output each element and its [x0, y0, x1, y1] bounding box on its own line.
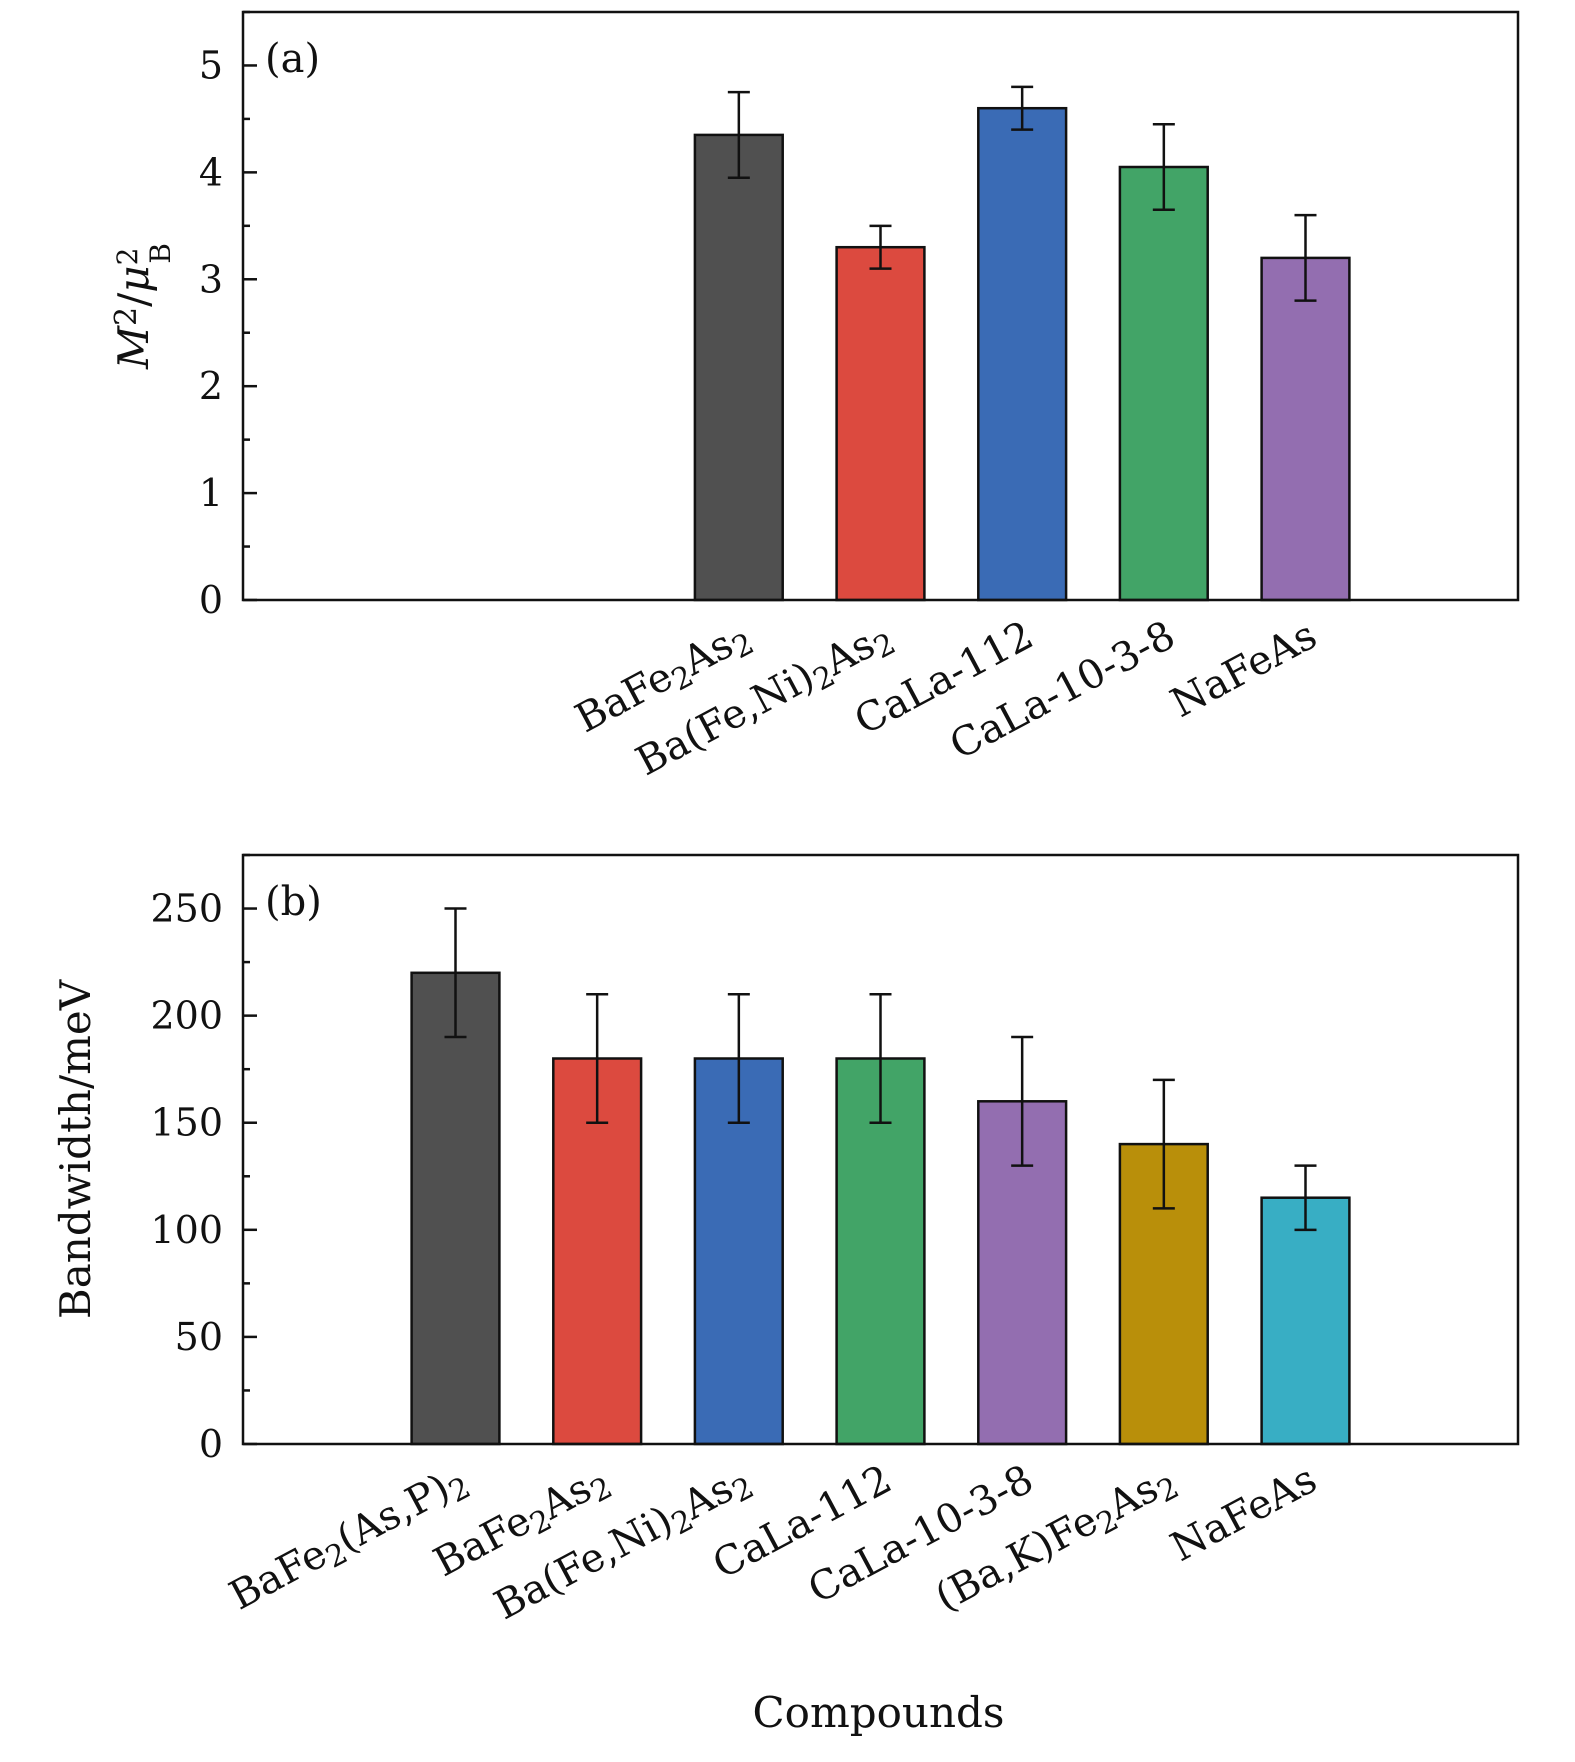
error-bar-b-bafe2asp2 [444, 907, 467, 1039]
category-label-b-bakfe2as2: (Ba,K)Fe2As2 [928, 1456, 1185, 1625]
bar-a-nafeas [1260, 256, 1351, 602]
panel-a: BaFe2As2Ba(Fe,Ni)2As2CaLa-112CaLa-10-3-8… [109, 10, 1520, 785]
y-tick-label: 50 [175, 1315, 223, 1359]
y-tick-label: 2 [199, 364, 223, 408]
error-bar-b-cala112 [869, 992, 892, 1124]
y-tick-label: 150 [150, 1101, 223, 1145]
error-bar-a-bafe2as2 [727, 90, 750, 179]
bar-a-bafeni2as2 [835, 245, 926, 602]
plot-frame [241, 853, 1520, 1446]
error-bar-b-bafe2as2 [586, 992, 609, 1124]
y-tick-label: 200 [150, 994, 223, 1038]
error-bar-a-nafeas [1294, 213, 1317, 302]
y-tick-label: 1 [199, 471, 223, 515]
bar-a-bafe2as2 [693, 133, 784, 602]
panel-label: (a) [265, 36, 320, 82]
error-bar-a-cala1038 [1152, 123, 1175, 212]
y-axis-title: Bandwidth/meV [51, 979, 100, 1319]
category-label-b-nafeas: NaFeAs [1164, 1456, 1325, 1571]
bar-a-cala112 [977, 106, 1068, 602]
error-bar-b-nafeas [1294, 1164, 1317, 1232]
y-axis-title: M2/μ2B [109, 243, 177, 370]
y-tick-label: 3 [199, 257, 223, 301]
category-label-a-nafeas: NaFeAs [1164, 612, 1325, 727]
bar-b-nafeas [1260, 1196, 1351, 1446]
error-bar-a-cala112 [1011, 85, 1034, 131]
error-bar-b-cala1038 [1011, 1035, 1034, 1167]
x-axis-title: Compounds [753, 1688, 1005, 1737]
plot-frame [241, 10, 1520, 602]
y-tick-label: 0 [199, 1422, 223, 1466]
error-bar-a-bafeni2as2 [869, 224, 892, 270]
error-bar-b-bafeni2as2 [727, 992, 750, 1124]
y-tick-label: 250 [150, 887, 223, 931]
y-tick-label: 100 [150, 1208, 223, 1252]
panel-b: BaFe2(As,P)2BaFe2As2Ba(Fe,Ni)2As2CaLa-11… [51, 853, 1520, 1737]
bar-a-cala1038 [1118, 165, 1209, 602]
y-tick-label: 5 [199, 43, 223, 87]
panel-label: (b) [265, 879, 322, 925]
error-bar-b-bakfe2as2 [1152, 1078, 1175, 1210]
y-tick-label: 4 [199, 150, 223, 194]
y-tick-label: 0 [199, 578, 223, 622]
bar-b-bafe2asp2 [410, 971, 501, 1446]
